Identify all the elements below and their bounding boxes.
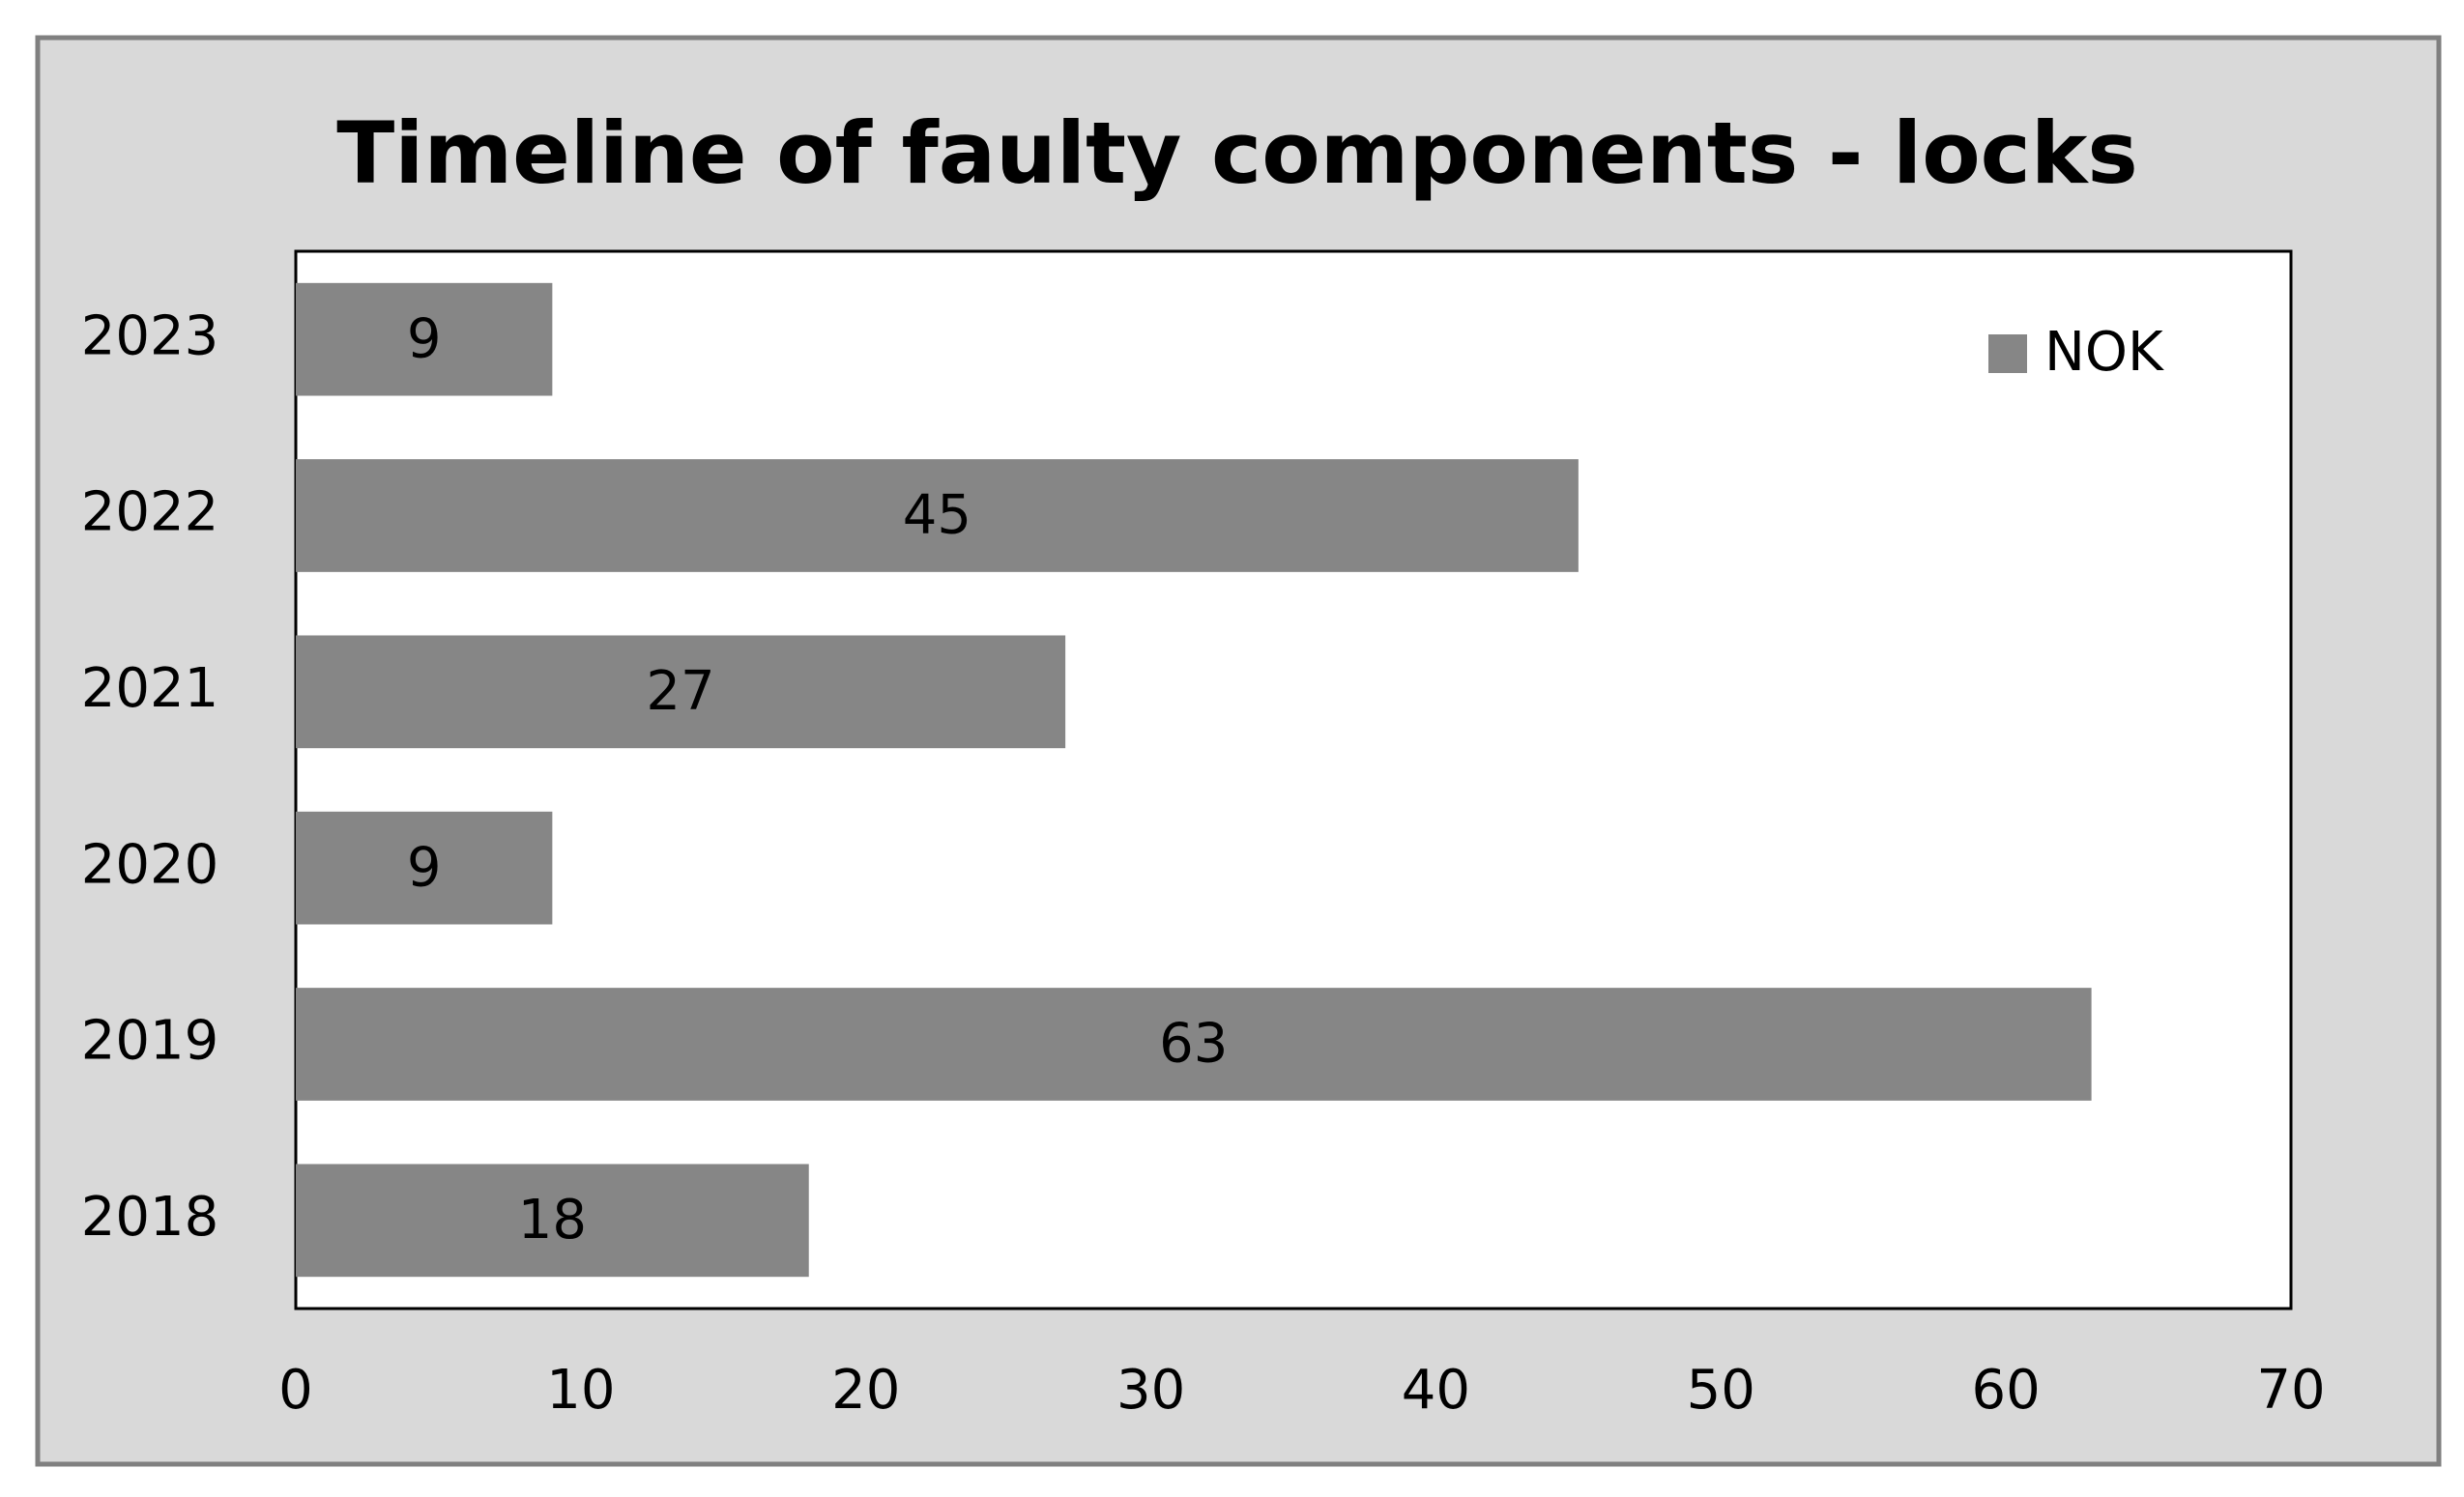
- y-tick-label: 2022: [81, 481, 219, 544]
- data-label: 45: [903, 484, 971, 547]
- x-tick-label: 50: [1687, 1359, 1755, 1422]
- y-tick-label: 2018: [81, 1186, 219, 1249]
- y-tick-label: 2019: [81, 1010, 219, 1073]
- x-tick-label: 20: [831, 1359, 900, 1422]
- data-label: 9: [407, 836, 442, 899]
- legend-swatch: [1988, 334, 2027, 373]
- x-tick-label: 30: [1116, 1359, 1185, 1422]
- plot-area: [294, 249, 2293, 1310]
- x-tick-label: 10: [546, 1359, 615, 1422]
- data-label: 63: [1159, 1013, 1228, 1076]
- bar: [296, 1164, 809, 1278]
- x-tick-label: 40: [1402, 1359, 1470, 1422]
- data-label: 9: [407, 307, 442, 370]
- bar: [296, 282, 553, 396]
- y-tick-label: 2021: [81, 657, 219, 720]
- data-label: 18: [518, 1189, 587, 1252]
- chart-title: Timeline of faulty components - locks: [336, 103, 2137, 203]
- y-tick-label: 2023: [81, 304, 219, 367]
- bar: [296, 988, 2092, 1101]
- x-tick-label: 0: [278, 1359, 313, 1422]
- data-label: 27: [646, 660, 714, 723]
- legend-label: NOK: [2044, 321, 2164, 384]
- bar: [296, 635, 1066, 749]
- y-tick-label: 2020: [81, 833, 219, 896]
- bar: [296, 811, 553, 925]
- x-tick-label: 70: [2256, 1359, 2325, 1422]
- bar: [296, 459, 1579, 572]
- x-tick-label: 60: [1972, 1359, 2041, 1422]
